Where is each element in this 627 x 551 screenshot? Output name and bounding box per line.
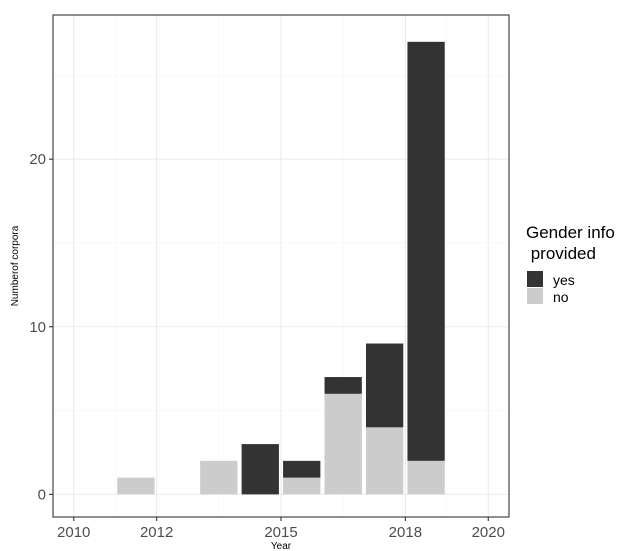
y-axis-title: Numberof corpora bbox=[10, 225, 21, 306]
bar-yes-5 bbox=[365, 343, 404, 428]
legend-label-yes: yes bbox=[553, 272, 575, 288]
bar-no-5 bbox=[365, 427, 404, 495]
legend-title-line-2: provided bbox=[526, 244, 596, 263]
y-tick-label-1: 10 bbox=[29, 319, 46, 336]
bars bbox=[117, 41, 445, 495]
bar-no-3 bbox=[283, 477, 321, 495]
tick-labels: 2010 2012 2015 2018 2020 0 10 20 bbox=[29, 151, 505, 541]
bar-yes-2 bbox=[241, 444, 279, 495]
legend-key-yes bbox=[527, 271, 543, 287]
x-tick-label-0: 2010 bbox=[57, 524, 90, 541]
bar-no-4 bbox=[324, 393, 362, 495]
bar-yes-4 bbox=[324, 377, 362, 394]
bar-no-6 bbox=[407, 460, 445, 495]
x-tick-label-2: 2015 bbox=[264, 524, 297, 541]
legend-key-no bbox=[527, 288, 543, 304]
y-tick-label-2: 20 bbox=[29, 151, 46, 168]
x-tick-label-1: 2012 bbox=[140, 524, 173, 541]
legend-title-line-1: Gender info bbox=[526, 223, 615, 242]
y-tick-label-0: 0 bbox=[38, 486, 46, 503]
x-tick-label-3: 2018 bbox=[389, 524, 422, 541]
legend: Gender info provided yes no bbox=[526, 223, 615, 305]
bar-yes-3 bbox=[283, 460, 321, 478]
bar-no-1 bbox=[200, 460, 238, 495]
axis-ticks bbox=[49, 158, 489, 521]
bar-no-0 bbox=[117, 477, 155, 495]
bar-yes-6 bbox=[407, 41, 445, 461]
x-axis-title: Year bbox=[271, 541, 292, 551]
x-tick-label-4: 2020 bbox=[472, 524, 505, 541]
legend-label-no: no bbox=[553, 289, 569, 305]
